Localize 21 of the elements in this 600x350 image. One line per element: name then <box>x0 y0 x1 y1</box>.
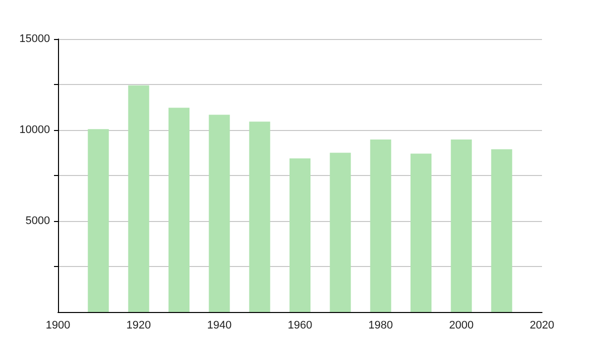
bar <box>330 152 351 312</box>
x-tick-label: 1980 <box>368 320 393 332</box>
x-tick-label: 2000 <box>449 320 474 332</box>
bar <box>491 149 512 312</box>
x-tick-label: 1900 <box>46 320 70 332</box>
bar <box>290 158 310 312</box>
y-tick-label: 15000 <box>19 33 50 45</box>
x-tick-label: 1940 <box>207 320 232 332</box>
y-tick-label: 10000 <box>19 124 50 136</box>
bar <box>450 139 472 312</box>
bar <box>249 122 270 312</box>
bar <box>168 108 190 312</box>
y-tick-label: 5000 <box>26 215 50 227</box>
bar <box>128 85 150 312</box>
bar <box>410 154 432 312</box>
bar <box>208 114 230 312</box>
x-tick-label: 1960 <box>288 320 312 332</box>
bar <box>88 129 109 312</box>
x-tick-label: 2020 <box>530 320 554 332</box>
x-tick-label: 1920 <box>126 320 151 332</box>
bar <box>370 139 392 312</box>
